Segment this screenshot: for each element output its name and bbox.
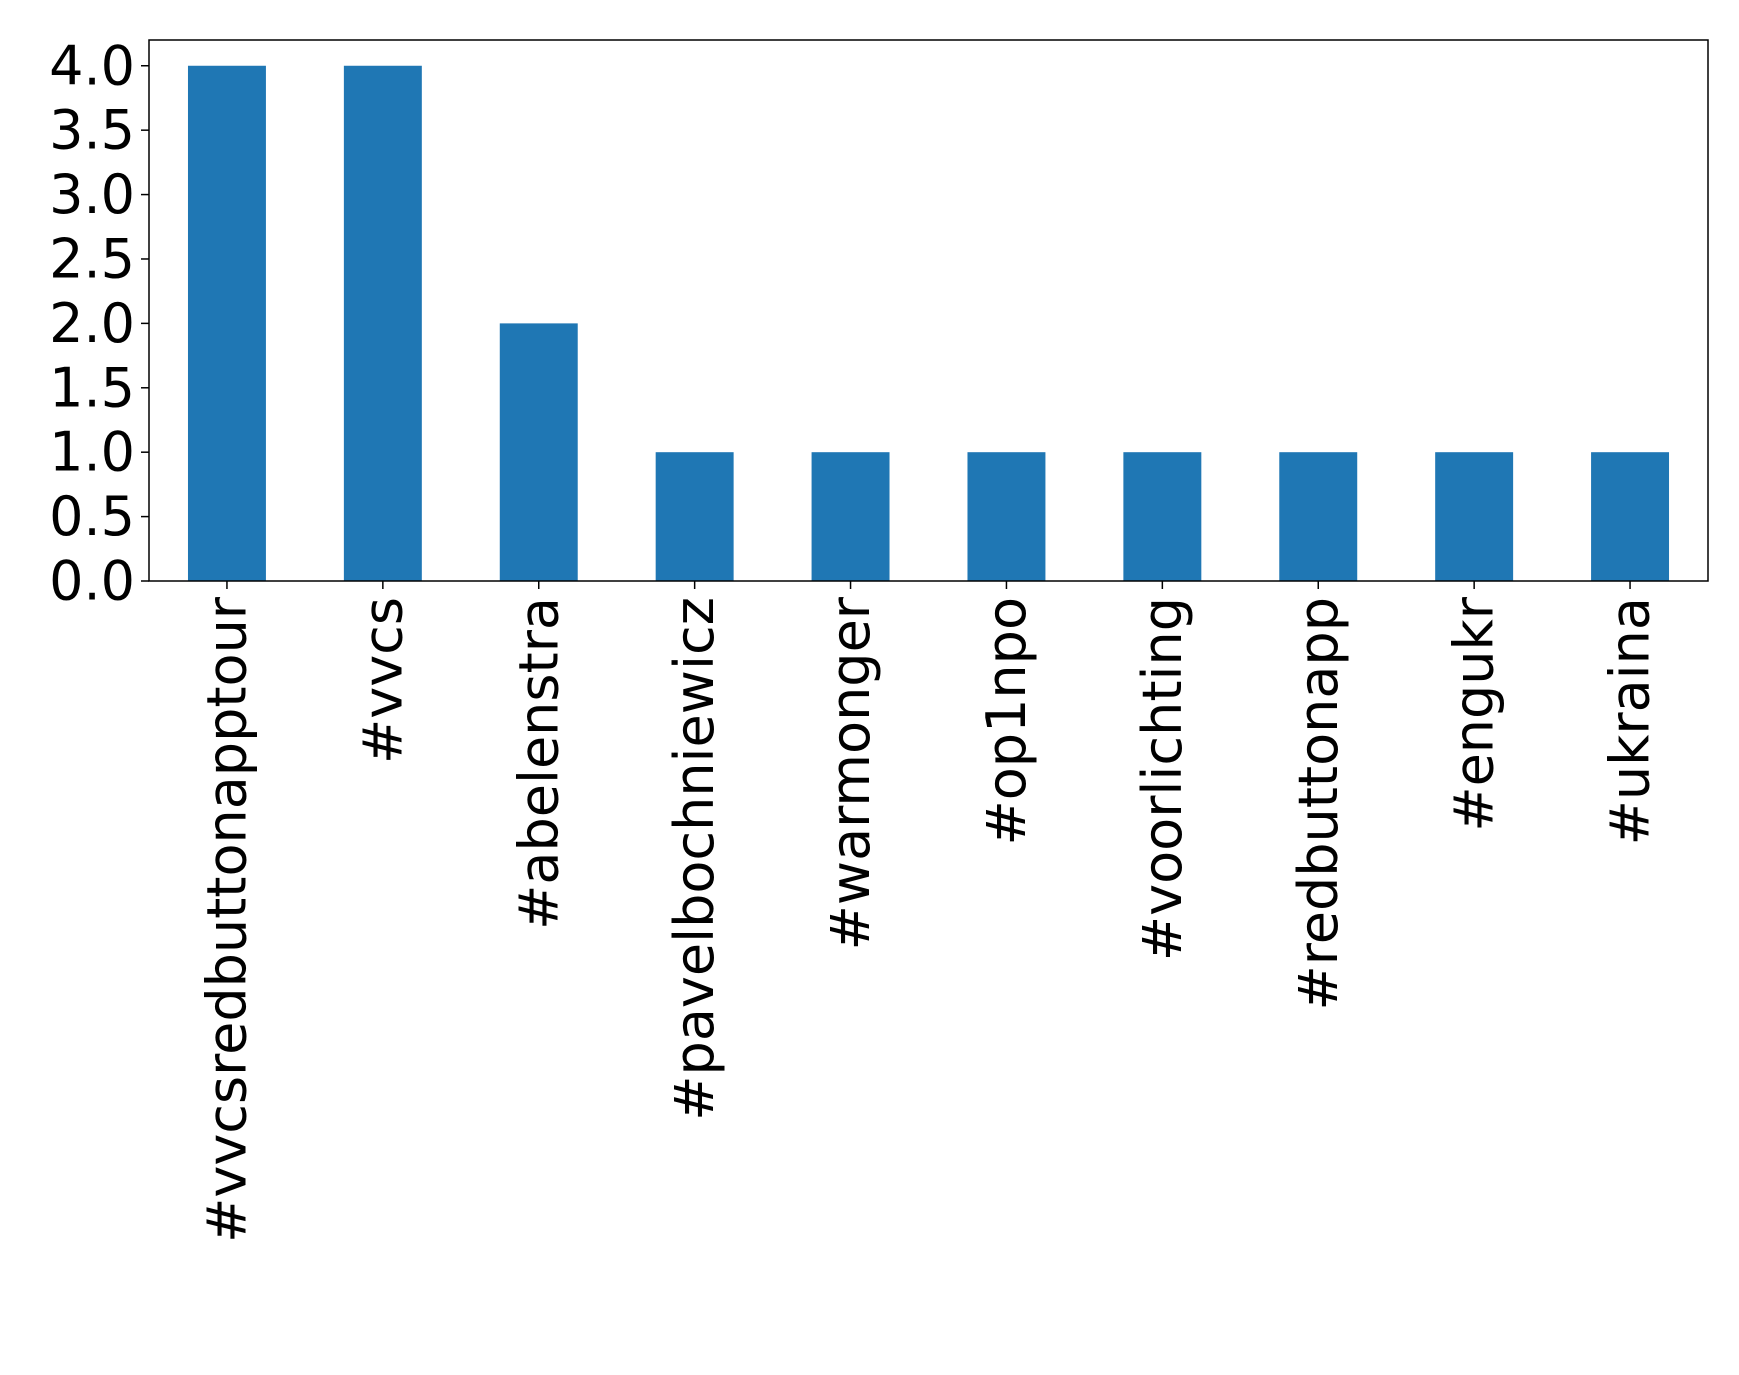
- plot-frame: [148, 39, 1709, 582]
- x-tick-label: #vvcsredbuttonapptour: [195, 596, 258, 1243]
- bar: [1591, 452, 1670, 581]
- bar: [655, 452, 734, 581]
- x-tick-label: #engukr: [1443, 596, 1506, 831]
- x-tick-label: #redbuttonapp: [1287, 597, 1350, 1011]
- bar: [499, 323, 578, 581]
- x-tick-label: #vvcs: [351, 597, 414, 764]
- x-tick-label: #ukraina: [1599, 597, 1662, 845]
- y-tick-label: 0.0: [49, 550, 135, 613]
- bar: [1435, 452, 1514, 581]
- bar: [343, 65, 422, 581]
- x-tick-label: #pavelbochniewicz: [663, 597, 726, 1121]
- y-tick-label: 2.0: [49, 292, 135, 355]
- bar: [811, 452, 890, 581]
- y-tick-label: 1.0: [49, 421, 135, 484]
- y-tick-label: 1.5: [49, 356, 135, 419]
- x-tick-label: #abelenstra: [507, 597, 570, 930]
- x-tick-label: #voorlichting: [1131, 597, 1194, 961]
- bar: [1279, 452, 1358, 581]
- x-tick-label: #warmonger: [819, 596, 882, 950]
- y-tick-label: 4.0: [49, 34, 135, 97]
- y-tick-label: 3.0: [49, 163, 135, 226]
- y-tick-label: 2.5: [49, 227, 135, 290]
- x-tick-label: #op1npo: [975, 597, 1038, 845]
- bar: [967, 452, 1046, 581]
- y-tick-label: 0.5: [49, 485, 135, 548]
- bar: [1123, 452, 1202, 581]
- bar: [187, 65, 266, 581]
- y-tick-label: 3.5: [49, 99, 135, 162]
